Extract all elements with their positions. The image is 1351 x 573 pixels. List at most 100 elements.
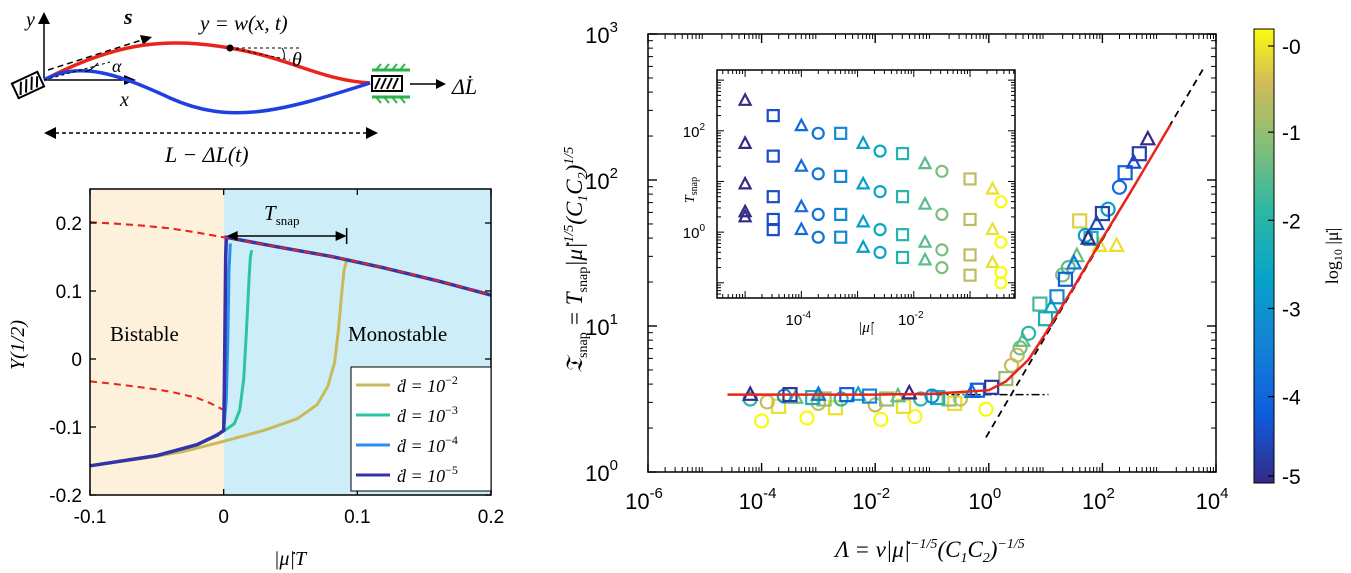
inset-marker-square: [834, 126, 848, 140]
bl-frame: [89, 188, 492, 496]
bl-ylabel: Y(1/2): [7, 320, 29, 370]
inset-marker-circle: [994, 235, 1008, 249]
main-marker-square: [1094, 205, 1111, 222]
bl-ytick-label: 0.2: [56, 214, 82, 235]
main-marker-square: [1117, 165, 1133, 181]
main-marker-circle: [1009, 347, 1025, 363]
inset-marker-triangle: [917, 233, 933, 248]
inset-marker-circle: [811, 230, 825, 244]
main-xtick-label: 10-6: [625, 485, 663, 514]
main-xtick-label: 10-4: [739, 485, 777, 514]
inset-marker-circle: [935, 243, 949, 257]
inset-marker-circle: [935, 164, 949, 178]
inset-marker-circle: [873, 144, 887, 158]
right-clamp: [371, 63, 446, 104]
main-marker-circle: [907, 408, 923, 425]
inset-marker-square: [834, 230, 848, 244]
inset-marker-circle: [811, 126, 825, 140]
inset-marker-square: [963, 248, 977, 262]
inset-marker-square: [963, 268, 977, 282]
upper-beam-curve: [43, 41, 371, 85]
label-push: ΔL̇: [451, 74, 477, 99]
label-alpha: α: [112, 56, 122, 76]
inset-marker-circle: [811, 167, 825, 181]
legend-label: ḋ = 10−5: [397, 463, 458, 486]
inset-marker-circle: [935, 261, 949, 275]
inset-xlabel: |μ̇|: [858, 320, 875, 336]
colorbar-tick-label: -0: [1282, 36, 1301, 59]
inset-marker-triangle: [794, 117, 809, 132]
inset-marker-square: [766, 190, 780, 204]
main-marker-triangle: [1065, 253, 1083, 270]
main-ylabel: 𝔗snap = Tsnap|μ̇|1/5(C1C2)1/5: [562, 147, 591, 373]
bl-xtick-label: 0.2: [478, 507, 504, 528]
bl-dashed-curve-1: [89, 380, 225, 411]
main-marker-circle: [1111, 179, 1128, 195]
main-marker-circle: [924, 388, 940, 404]
inset-marker-triangle: [985, 180, 1000, 195]
bl-ytick-label: -0.1: [49, 418, 82, 439]
inset-marker-circle: [994, 276, 1008, 290]
main-marker-circle: [1020, 325, 1037, 341]
label-s: s: [123, 4, 133, 29]
legend-label: ḋ = 10−2: [397, 373, 458, 396]
main-marker-square: [1131, 146, 1147, 162]
legend-label: ḋ = 10−4: [397, 433, 458, 456]
inset-marker-square: [766, 149, 780, 163]
inset-marker-square: [766, 223, 780, 237]
left-clamp: [10, 70, 46, 100]
bl-series-line-2: [89, 260, 349, 468]
label-x: x: [119, 89, 129, 111]
inset-marker-circle: [811, 207, 825, 221]
inset-marker-square: [834, 169, 848, 183]
lower-beam-curve: [43, 68, 371, 115]
bl-xtick-label: 0: [218, 507, 229, 528]
main-marker-square: [998, 370, 1014, 387]
main-marker-square: [861, 388, 878, 404]
bl-dashed-overlay: [89, 221, 492, 296]
bl-xtick-label: 0.1: [344, 507, 370, 528]
main-marker-circle: [1012, 340, 1028, 356]
inset-marker-triangle: [737, 208, 753, 223]
inset-marker-triangle: [855, 213, 871, 228]
bistable-label: Bistable: [110, 322, 179, 346]
inset-marker-square: [766, 108, 780, 123]
main-marker-triangle: [787, 388, 805, 404]
colorbar-tick-label: -5: [1282, 466, 1301, 489]
main-xtick-label: 102: [1082, 485, 1115, 514]
main-marker-square: [805, 389, 821, 406]
main-marker-square: [1032, 296, 1048, 312]
main-marker-triangle: [1042, 297, 1060, 314]
inset-marker-circle: [873, 223, 887, 237]
colorbar-tick-label: -4: [1282, 387, 1301, 410]
inset-marker-triangle: [917, 155, 933, 170]
arc-s-arrow: [47, 37, 149, 71]
main-marker-circle: [1077, 227, 1093, 244]
monostable-label: Monostable: [348, 322, 447, 346]
main-marker-triangle: [900, 383, 918, 400]
inset-marker-square: [963, 212, 977, 227]
inset-marker-circle: [994, 195, 1008, 209]
label-length: L − ΔL(t): [164, 142, 249, 167]
main-xtick-label: 100: [968, 485, 1001, 514]
bifurcation-panel: -0.1 0 0.1 0.2-0.2-0.100.10.2 Bistable Mono…: [7, 188, 504, 570]
beam-schematic: y s y = w(x, t) θ α x ΔL̇ L − ΔL(t): [10, 4, 477, 167]
inset-marker-triangle: [794, 198, 809, 213]
inset-marker-triangle: [794, 157, 809, 172]
colorbar-tick-label: -3: [1282, 298, 1301, 321]
bl-ytick-label: -0.2: [49, 486, 82, 507]
inset-marker-triangle: [794, 221, 809, 236]
colorbar-label: log10 |μ̇|: [1322, 228, 1345, 284]
inset-marker-square: [963, 172, 977, 186]
inset-marker-triangle: [985, 221, 1000, 236]
main-marker-circle: [799, 410, 815, 426]
main-marker-triangle: [1125, 152, 1142, 169]
bl-ytick-label: 0.1: [56, 282, 82, 303]
inset-marker-circle: [873, 245, 887, 259]
inset-marker-square: [895, 228, 910, 242]
main-xtick-label: 104: [1196, 485, 1229, 514]
main-marker-square: [984, 379, 1000, 395]
inset-marker-square: [895, 190, 910, 204]
main-marker-square: [1057, 271, 1074, 287]
